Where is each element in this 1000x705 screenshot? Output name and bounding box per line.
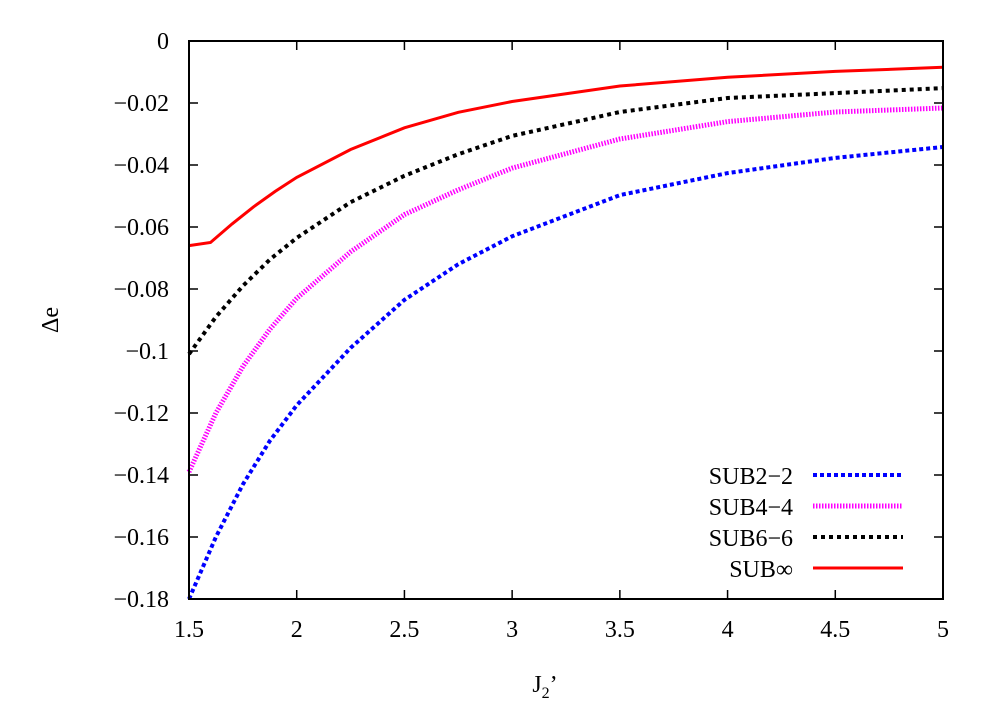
- y-axis-label: Δe: [38, 307, 64, 333]
- y-tick-label: −0.1: [125, 339, 169, 365]
- y-tick-label: −0.14: [113, 463, 169, 489]
- y-tick-label: −0.02: [113, 91, 169, 117]
- legend-label: SUB∞: [729, 557, 793, 583]
- x-tick-label: 4: [722, 617, 734, 643]
- y-tick-label: −0.18: [113, 587, 169, 613]
- legend-label: SUB2−2: [709, 464, 793, 490]
- x-axis-label-prime: ’: [550, 672, 558, 698]
- y-tick-label: −0.04: [113, 153, 169, 179]
- x-tick-label: 2: [291, 617, 303, 643]
- y-tick-label: 0: [157, 29, 169, 55]
- x-axis-label-main: J: [532, 672, 541, 698]
- x-axis-label: J2’: [532, 672, 557, 700]
- y-tick-label: −0.12: [113, 401, 169, 427]
- x-tick-label: 5: [937, 617, 949, 643]
- x-tick-label: 2.5: [389, 617, 419, 643]
- series-line: [188, 65, 944, 248]
- x-tick-label: 4.5: [820, 617, 850, 643]
- x-tick-label: 1.5: [174, 617, 204, 643]
- x-tick-label: 3: [506, 617, 518, 643]
- y-tick-label: −0.06: [113, 215, 169, 241]
- legend-label: SUB4−4: [709, 495, 793, 521]
- x-axis-label-sub: 2: [542, 685, 550, 700]
- plot-frame: [188, 40, 944, 600]
- series-line: [187, 86, 944, 356]
- y-tick-label: −0.08: [113, 277, 169, 303]
- legend-label: SUB6−6: [709, 526, 793, 552]
- series-line: [187, 145, 944, 600]
- y-tick-label: −0.16: [113, 525, 169, 551]
- x-tick-label: 3.5: [605, 617, 635, 643]
- series-line: [186, 105, 944, 473]
